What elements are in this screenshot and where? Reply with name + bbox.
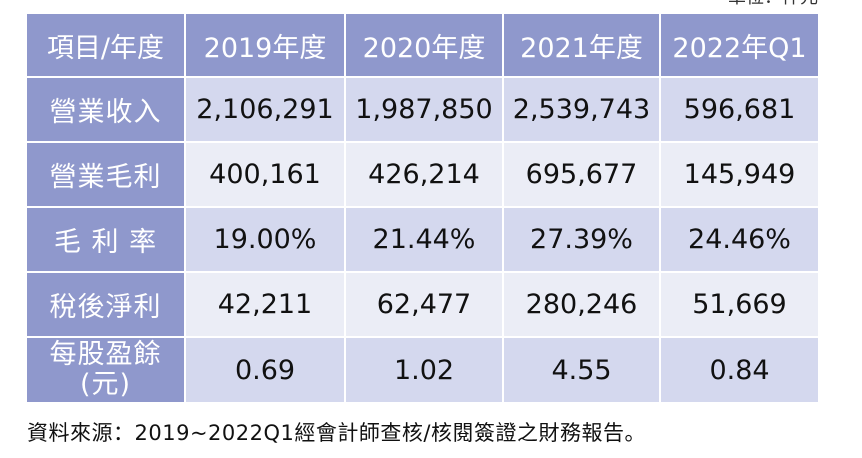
- table-cell: 21.44%: [346, 208, 504, 273]
- source-note: 資料來源：2019~2022Q1經會計師查核/核閱簽證之財務報告。: [27, 421, 646, 445]
- row-label-revenue: 營業收入: [27, 78, 186, 143]
- table-cell: 1.02: [346, 338, 504, 404]
- table-cell: 0.69: [186, 338, 346, 404]
- financial-table: 項目/年度 2019年度 2020年度 2021年度 2022年Q1 營業收入 …: [27, 14, 820, 404]
- table-cell: 1,987,850: [346, 78, 504, 143]
- row-label-net-income: 稅後淨利: [27, 273, 186, 338]
- table-header-row: 項目/年度 2019年度 2020年度 2021年度 2022年Q1: [27, 14, 820, 78]
- unit-label: 單位：仟元: [718, 0, 818, 8]
- table-cell: 19.00%: [186, 208, 346, 273]
- header-item-year: 項目/年度: [27, 14, 186, 78]
- table-cell: 62,477: [346, 273, 504, 338]
- table-row: 營業毛利 400,161 426,214 695,677 145,949: [27, 143, 820, 208]
- header-2021: 2021年度: [504, 14, 661, 78]
- table-cell: 695,677: [504, 143, 661, 208]
- header-2020: 2020年度: [346, 14, 504, 78]
- table-row: 營業收入 2,106,291 1,987,850 2,539,743 596,6…: [27, 78, 820, 143]
- table-cell: 51,669: [661, 273, 820, 338]
- row-label-eps: 每股盈餘(元): [27, 338, 186, 404]
- table-row: 毛 利 率 19.00% 21.44% 27.39% 24.46%: [27, 208, 820, 273]
- table-row: 每股盈餘(元) 0.69 1.02 4.55 0.84: [27, 338, 820, 404]
- table-cell: 400,161: [186, 143, 346, 208]
- row-label-gross-margin: 毛 利 率: [27, 208, 186, 273]
- table-cell: 145,949: [661, 143, 820, 208]
- table-cell: 24.46%: [661, 208, 820, 273]
- table-row: 稅後淨利 42,211 62,477 280,246 51,669: [27, 273, 820, 338]
- table-cell: 426,214: [346, 143, 504, 208]
- table-cell: 0.84: [661, 338, 820, 404]
- header-2019: 2019年度: [186, 14, 346, 78]
- table-cell: 42,211: [186, 273, 346, 338]
- row-label-gross-profit: 營業毛利: [27, 143, 186, 208]
- table-cell: 4.55: [504, 338, 661, 404]
- table-cell: 2,106,291: [186, 78, 346, 143]
- header-2022q1: 2022年Q1: [661, 14, 820, 78]
- table-cell: 280,246: [504, 273, 661, 338]
- table-cell: 27.39%: [504, 208, 661, 273]
- table-cell: 596,681: [661, 78, 820, 143]
- table-cell: 2,539,743: [504, 78, 661, 143]
